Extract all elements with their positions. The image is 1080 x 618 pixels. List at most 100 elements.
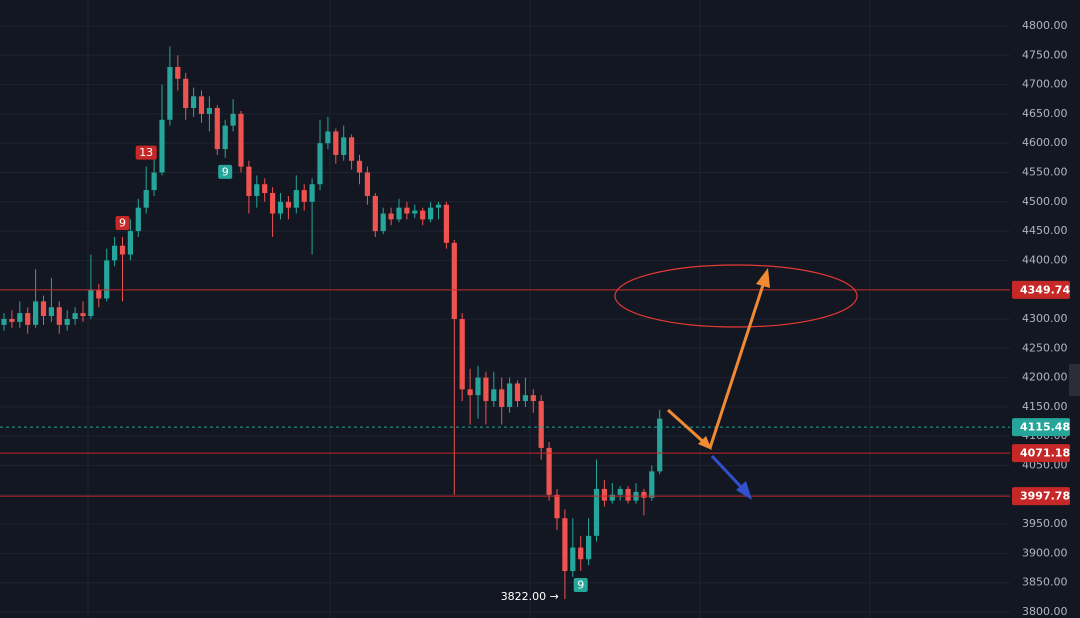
- candle-body: [317, 143, 323, 185]
- candle-body: [428, 207, 434, 220]
- candle-body: [483, 377, 489, 402]
- candle-body: [467, 389, 473, 396]
- candle-body: [301, 190, 307, 202]
- candle-body: [238, 113, 244, 167]
- candle-body: [96, 289, 102, 299]
- y-tick-label: 3900.00: [1022, 546, 1068, 559]
- candle-body: [459, 319, 465, 390]
- candle-body: [356, 160, 363, 173]
- y-tick-label: 4800.00: [1022, 19, 1068, 32]
- candle-body: [546, 447, 552, 495]
- candle-body: [396, 207, 402, 220]
- candle-body: [617, 488, 623, 495]
- candle-body: [9, 319, 15, 322]
- candle-body: [72, 313, 78, 319]
- candle-body: [112, 245, 118, 261]
- y-tick-label: 4500.00: [1022, 195, 1068, 208]
- candle-body: [198, 96, 205, 114]
- candle-body: [507, 383, 513, 407]
- candle-body: [372, 195, 378, 232]
- signal-box: [573, 577, 588, 592]
- candle-body: [33, 301, 39, 325]
- candle-body: [341, 137, 347, 155]
- low-label: 3822.00 →: [501, 590, 559, 603]
- candle-body: [222, 125, 228, 150]
- candle-body: [443, 204, 449, 243]
- price-label: 4115.48: [1020, 421, 1070, 434]
- y-tick-label: 4400.00: [1022, 253, 1068, 266]
- candle-body: [586, 535, 592, 560]
- candle-body: [17, 313, 23, 322]
- candle-body: [609, 494, 615, 501]
- grid: [0, 0, 1010, 618]
- candle-body: [562, 518, 568, 571]
- price-label-box: [1012, 487, 1070, 506]
- candle-body: [104, 260, 110, 299]
- candle-body: [538, 401, 544, 448]
- candle-body: [380, 213, 386, 232]
- candle-body: [167, 67, 173, 120]
- price-label: 4349.74: [1020, 283, 1070, 296]
- candle-body: [119, 245, 126, 255]
- signal-box: [135, 145, 157, 160]
- candle-body: [349, 137, 355, 161]
- signal-label: 9: [577, 578, 584, 591]
- price-label: 3997.78: [1020, 490, 1070, 503]
- drawings: [614, 264, 858, 500]
- candle-body: [522, 395, 528, 402]
- candle-body: [601, 488, 607, 501]
- y-tick-label: 4600.00: [1022, 136, 1068, 149]
- candle-body: [230, 113, 236, 126]
- price-label-box: [1012, 418, 1070, 437]
- candle-body: [451, 242, 457, 319]
- candle-body: [364, 172, 370, 196]
- candle-body: [64, 319, 70, 325]
- candle-body: [641, 491, 647, 498]
- candle-body: [262, 184, 268, 194]
- y-tick-label: 4300.00: [1022, 312, 1068, 325]
- y-tick-label: 4150.00: [1022, 400, 1068, 413]
- price-axis: 3800.003850.003900.003950.004000.004050.…: [1012, 19, 1070, 618]
- candle-body: [325, 131, 331, 144]
- candle-body: [309, 184, 315, 202]
- y-tick-label: 4650.00: [1022, 107, 1068, 120]
- candle-body: [254, 184, 260, 196]
- candle-body: [593, 488, 600, 536]
- candle-body: [293, 190, 299, 208]
- y-tick-label: 4200.00: [1022, 371, 1068, 384]
- blue-arrow: [710, 454, 744, 490]
- candle-body: [514, 383, 521, 402]
- candle-body: [625, 488, 631, 501]
- candle-body: [40, 301, 47, 317]
- orange-arrowhead-1: [698, 436, 712, 450]
- orange-arrow-2: [708, 281, 766, 449]
- candle-body: [657, 418, 663, 472]
- candle-body: [135, 207, 141, 232]
- candle-body: [285, 201, 291, 208]
- candle-body: [80, 313, 86, 317]
- y-tick-label: 4250.00: [1022, 341, 1068, 354]
- y-tick-label: 4700.00: [1022, 78, 1068, 91]
- candle-body: [88, 289, 94, 317]
- candle-body: [143, 190, 149, 208]
- signal-box: [115, 215, 130, 230]
- candle-body: [277, 201, 284, 214]
- candle-body: [270, 193, 276, 214]
- y-tick-label: 4750.00: [1022, 48, 1068, 61]
- candle-body: [214, 108, 220, 150]
- candle-body: [151, 172, 157, 191]
- scroll-handle[interactable]: [1069, 364, 1080, 396]
- y-tick-label: 3950.00: [1022, 517, 1068, 530]
- candle-body: [388, 213, 394, 220]
- candle-body: [246, 166, 252, 196]
- candle-body: [175, 67, 181, 79]
- signal-box: [218, 164, 233, 179]
- candle-body: [333, 131, 339, 155]
- candle-body: [159, 119, 165, 173]
- candle-body: [491, 389, 497, 402]
- candle-body: [649, 471, 655, 498]
- candle-body: [404, 207, 410, 214]
- candle-body: [1, 319, 7, 325]
